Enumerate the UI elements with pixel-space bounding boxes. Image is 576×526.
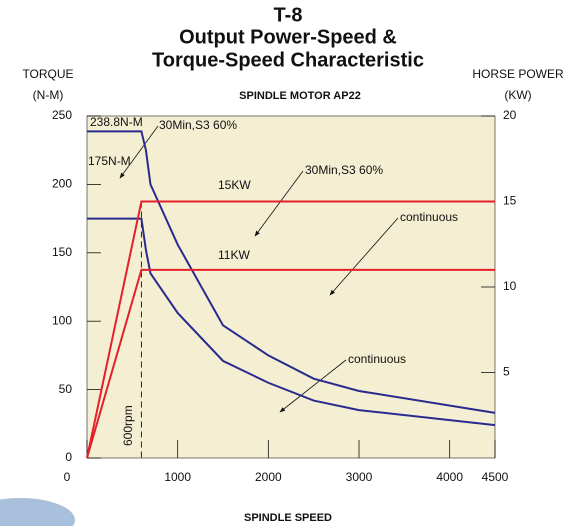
chart-title-line: Output Power-Speed & bbox=[179, 26, 397, 48]
annotation: 175N-M bbox=[88, 154, 131, 168]
annotation: 30Min,S3 60% bbox=[159, 118, 237, 132]
annotation: continuous bbox=[348, 352, 406, 366]
subtitle: SPINDLE MOTOR AP22 bbox=[239, 90, 361, 102]
y-tick-label: 50 bbox=[59, 382, 73, 396]
annotation: 30Min,S3 60% bbox=[305, 163, 383, 177]
y2-tick-label: 15 bbox=[503, 194, 517, 208]
y-axis-title: (N-M) bbox=[33, 88, 64, 102]
marker-label: 600rpm bbox=[121, 405, 135, 446]
y-tick-label: 100 bbox=[52, 313, 72, 327]
annotation: 238.8N-M bbox=[90, 115, 143, 129]
x-tick-label: 2000 bbox=[255, 470, 282, 484]
y2-tick-label: 5 bbox=[503, 365, 510, 379]
y2-axis-title: (KW) bbox=[504, 88, 531, 102]
x-tick-label: 3000 bbox=[346, 470, 373, 484]
y2-axis-title: HORSE POWER bbox=[472, 67, 564, 81]
y-tick-label: 250 bbox=[52, 108, 72, 122]
chart: T-8 Output Power-Speed & Torque-Speed Ch… bbox=[0, 0, 576, 526]
y-tick-label: 0 bbox=[65, 450, 72, 464]
chart-title: T-8 bbox=[274, 4, 303, 26]
annotation: 11KW bbox=[218, 248, 250, 262]
y2-tick-label: 20 bbox=[503, 108, 517, 122]
y-axis-title: TORQUE bbox=[22, 67, 73, 81]
x-tick-label: 0 bbox=[64, 470, 71, 484]
x-tick-label: 1000 bbox=[164, 470, 191, 484]
annotation: continuous bbox=[400, 210, 458, 224]
y-tick-label: 200 bbox=[52, 177, 72, 191]
chart-title-line: Torque-Speed Characteristic bbox=[152, 49, 424, 71]
x-tick-label: 4500 bbox=[482, 470, 509, 484]
y2-tick-label: 10 bbox=[503, 279, 517, 293]
annotation: 15KW bbox=[218, 178, 251, 192]
x-tick-label: 4000 bbox=[436, 470, 463, 484]
y-tick-label: 150 bbox=[52, 245, 72, 259]
x-axis-title: SPINDLE SPEED bbox=[244, 512, 332, 524]
motor-image bbox=[0, 498, 75, 526]
